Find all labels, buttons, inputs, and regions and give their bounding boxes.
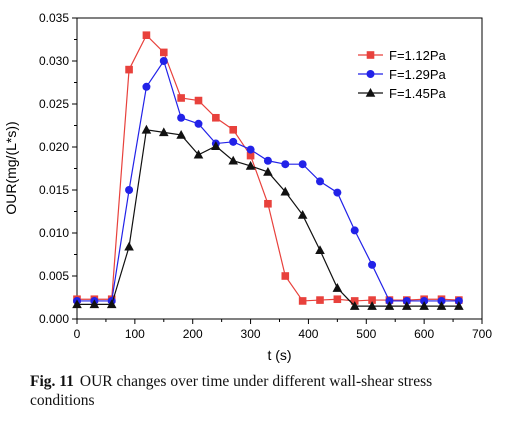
data-point <box>454 296 463 305</box>
data-point <box>368 260 377 269</box>
data-point <box>281 160 290 169</box>
data-point <box>228 155 239 165</box>
data-point <box>263 156 272 165</box>
data-point <box>194 119 203 128</box>
data-point <box>402 296 411 305</box>
y-tick-label: 0.020 <box>39 140 69 154</box>
x-tick-label: 700 <box>472 327 492 341</box>
data-point <box>281 272 290 280</box>
data-point <box>368 296 376 304</box>
data-point <box>419 301 429 310</box>
data-point <box>246 145 255 154</box>
y-tick-label: 0.025 <box>39 97 69 111</box>
data-point <box>177 94 185 102</box>
caption-text: OUR changes over time under different wa… <box>30 373 433 409</box>
data-point <box>333 295 342 304</box>
data-point <box>125 65 133 74</box>
data-point <box>333 188 342 197</box>
legend-item: F=1.29Pa <box>358 67 447 82</box>
data-point <box>212 113 220 122</box>
series-layer <box>72 31 464 310</box>
x-tick-label: 500 <box>356 327 376 341</box>
data-point <box>124 241 134 251</box>
chart: 0 100 200 300 400 500 600 700 0.0000.0050.0100.… <box>3 11 492 363</box>
data-point <box>264 199 272 208</box>
data-point <box>159 48 168 57</box>
x-tick-label: 100 <box>125 327 145 341</box>
y-tick-label: 0.010 <box>39 226 69 240</box>
data-point <box>263 166 273 176</box>
data-point <box>194 96 203 105</box>
data-point <box>420 296 429 305</box>
x-axis: 0 100 200 300 400 500 600 700 <box>74 319 492 341</box>
data-point <box>367 301 377 310</box>
data-point <box>436 301 447 310</box>
legend: F=1.12Pa F=1.29Pa F=1.45Pa <box>358 48 447 101</box>
data-point <box>141 124 152 134</box>
data-point <box>350 297 359 305</box>
data-point <box>245 160 256 170</box>
data-point <box>246 151 255 160</box>
y-tick-label: 0.035 <box>39 11 69 25</box>
data-point <box>332 283 343 292</box>
data-point <box>158 127 169 137</box>
data-point <box>316 177 324 186</box>
data-point <box>350 226 359 235</box>
series-3 <box>72 124 464 310</box>
x-tick-label: 600 <box>414 327 434 341</box>
data-point <box>316 296 324 304</box>
figure-number: Fig. 11 <box>30 373 74 390</box>
data-point <box>437 296 446 305</box>
data-point <box>401 301 412 310</box>
data-point <box>298 160 307 169</box>
data-point <box>229 126 238 134</box>
data-point <box>142 82 151 91</box>
figure-caption: Fig. 11 OUR changes over time under diffe… <box>30 372 500 410</box>
data-point <box>176 129 186 139</box>
data-point <box>229 137 238 146</box>
data-point <box>106 299 117 309</box>
legend-label: F=1.29Pa <box>389 67 447 82</box>
data-point <box>315 245 325 254</box>
legend-label: F=1.45Pa <box>389 86 447 101</box>
x-tick-label: 300 <box>241 327 261 341</box>
data-point <box>280 186 291 196</box>
legend-item: F=1.12Pa <box>358 48 447 63</box>
data-point <box>384 301 395 310</box>
legend-marker <box>366 70 375 78</box>
data-point <box>298 297 307 305</box>
legend-item: F=1.45Pa <box>358 86 447 101</box>
data-point <box>177 113 186 122</box>
data-point <box>349 301 360 310</box>
data-point <box>125 186 134 194</box>
legend-marker <box>365 88 376 97</box>
legend-label: F=1.12Pa <box>389 48 447 63</box>
y-axis: 0.000 0.005 0.010 0.015 0.020 0.025 0.030 0.035 <box>39 11 77 326</box>
y-tick-label: 0.015 <box>39 183 69 197</box>
legend-marker <box>366 51 375 59</box>
data-point <box>297 209 308 219</box>
x-tick-label: 400 <box>298 327 318 341</box>
data-point <box>454 301 464 310</box>
x-axis-title: t (s) <box>267 347 291 363</box>
plot-frame <box>76 17 483 320</box>
y-tick-label: 0.005 <box>39 269 69 283</box>
data-point <box>211 141 221 150</box>
y-tick-label: 0.030 <box>39 54 69 68</box>
y-axis-title: OUR(mg/(L*s)) <box>3 121 19 214</box>
series-2 <box>73 57 463 305</box>
data-point <box>193 149 204 159</box>
x-tick-label: 0 <box>74 327 81 341</box>
data-point <box>72 299 82 309</box>
data-point <box>385 296 394 305</box>
x-tick-label: 200 <box>183 327 203 341</box>
data-point <box>159 57 168 65</box>
data-point <box>89 299 100 309</box>
y-tick-label: 0.000 <box>39 312 69 326</box>
data-point <box>142 31 151 39</box>
